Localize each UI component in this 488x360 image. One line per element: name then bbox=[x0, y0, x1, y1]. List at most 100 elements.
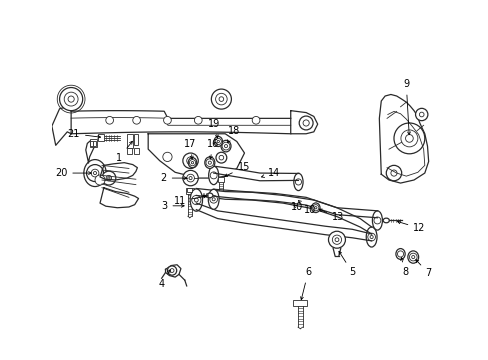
Text: 18: 18 bbox=[227, 126, 239, 143]
Circle shape bbox=[133, 116, 140, 124]
Text: 9: 9 bbox=[403, 80, 409, 135]
Bar bbox=[134, 134, 138, 145]
Ellipse shape bbox=[214, 136, 222, 147]
Circle shape bbox=[107, 177, 110, 179]
Circle shape bbox=[312, 204, 318, 211]
Circle shape bbox=[415, 108, 427, 121]
Text: 4: 4 bbox=[158, 270, 170, 289]
Circle shape bbox=[299, 116, 312, 130]
Text: 16: 16 bbox=[206, 139, 219, 159]
Circle shape bbox=[405, 135, 412, 142]
Polygon shape bbox=[71, 111, 290, 134]
Circle shape bbox=[64, 92, 78, 106]
Polygon shape bbox=[85, 141, 95, 163]
Bar bbox=[90, 141, 93, 146]
Bar bbox=[127, 134, 133, 148]
Circle shape bbox=[397, 251, 403, 257]
Polygon shape bbox=[165, 265, 181, 277]
Circle shape bbox=[224, 145, 227, 148]
Circle shape bbox=[334, 238, 338, 242]
Ellipse shape bbox=[311, 203, 319, 212]
Circle shape bbox=[189, 159, 195, 166]
Circle shape bbox=[105, 116, 113, 124]
Ellipse shape bbox=[372, 211, 382, 230]
Ellipse shape bbox=[221, 140, 230, 152]
Circle shape bbox=[191, 195, 201, 204]
Circle shape bbox=[212, 198, 215, 201]
Text: 8: 8 bbox=[400, 257, 407, 278]
Circle shape bbox=[191, 162, 193, 164]
Circle shape bbox=[186, 157, 194, 165]
Circle shape bbox=[208, 161, 211, 164]
Text: 1: 1 bbox=[116, 141, 132, 163]
Circle shape bbox=[295, 179, 301, 185]
Circle shape bbox=[95, 175, 105, 185]
Ellipse shape bbox=[188, 158, 196, 168]
Polygon shape bbox=[290, 111, 317, 134]
Bar bbox=[89, 139, 96, 147]
Circle shape bbox=[167, 266, 176, 275]
Text: 12: 12 bbox=[397, 221, 425, 233]
Text: 7: 7 bbox=[415, 260, 431, 278]
Ellipse shape bbox=[293, 173, 303, 190]
Bar bbox=[134, 148, 138, 154]
Circle shape bbox=[93, 171, 96, 175]
Text: 10: 10 bbox=[298, 201, 316, 215]
Circle shape bbox=[400, 130, 417, 147]
Circle shape bbox=[205, 159, 213, 167]
Polygon shape bbox=[100, 188, 138, 208]
Text: 13: 13 bbox=[319, 209, 344, 222]
Ellipse shape bbox=[206, 193, 212, 198]
Polygon shape bbox=[379, 94, 428, 183]
Circle shape bbox=[216, 152, 226, 163]
Circle shape bbox=[186, 174, 194, 182]
Bar bbox=[185, 189, 193, 194]
Circle shape bbox=[106, 175, 111, 181]
Circle shape bbox=[408, 253, 416, 261]
Polygon shape bbox=[100, 163, 137, 180]
Text: 2: 2 bbox=[160, 173, 186, 183]
Circle shape bbox=[303, 120, 308, 126]
Circle shape bbox=[209, 195, 217, 203]
Circle shape bbox=[189, 176, 192, 180]
Circle shape bbox=[217, 140, 219, 143]
Text: 5: 5 bbox=[338, 251, 355, 278]
Circle shape bbox=[102, 171, 116, 185]
Circle shape bbox=[393, 123, 424, 154]
Circle shape bbox=[60, 87, 82, 111]
Circle shape bbox=[222, 142, 229, 150]
Circle shape bbox=[194, 198, 198, 202]
Text: 11: 11 bbox=[173, 195, 206, 206]
Text: 6: 6 bbox=[300, 267, 310, 300]
Circle shape bbox=[170, 269, 174, 273]
Bar bbox=[187, 189, 192, 192]
Circle shape bbox=[328, 231, 345, 248]
Bar bbox=[218, 176, 224, 182]
Ellipse shape bbox=[395, 248, 405, 259]
Polygon shape bbox=[148, 134, 244, 178]
Circle shape bbox=[419, 112, 423, 117]
Circle shape bbox=[390, 170, 396, 176]
Circle shape bbox=[210, 172, 217, 179]
Polygon shape bbox=[52, 107, 71, 145]
Circle shape bbox=[373, 217, 380, 224]
Circle shape bbox=[211, 89, 231, 109]
Text: 19: 19 bbox=[208, 119, 220, 138]
Circle shape bbox=[163, 152, 172, 162]
Ellipse shape bbox=[190, 189, 202, 211]
Bar bbox=[98, 134, 104, 141]
Circle shape bbox=[183, 170, 198, 186]
Ellipse shape bbox=[366, 227, 376, 247]
Circle shape bbox=[367, 233, 375, 241]
Text: 15: 15 bbox=[224, 162, 249, 176]
Circle shape bbox=[369, 235, 372, 239]
Ellipse shape bbox=[208, 166, 218, 185]
Ellipse shape bbox=[204, 157, 214, 168]
Text: 14: 14 bbox=[261, 168, 279, 178]
Text: 3: 3 bbox=[161, 201, 184, 211]
Ellipse shape bbox=[208, 189, 219, 209]
Circle shape bbox=[215, 138, 221, 145]
Circle shape bbox=[215, 93, 227, 105]
Circle shape bbox=[219, 97, 223, 102]
Circle shape bbox=[219, 156, 223, 160]
